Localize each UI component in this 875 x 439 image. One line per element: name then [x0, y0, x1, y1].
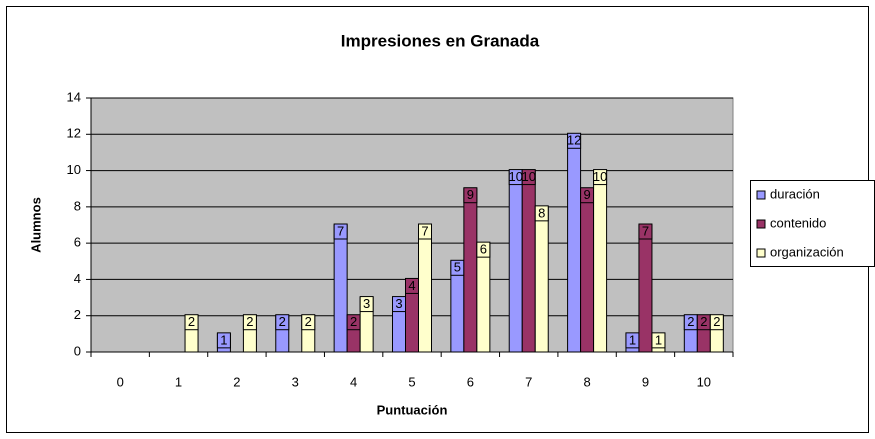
- data-label-bg: [242, 314, 257, 331]
- data-label: 2: [188, 314, 195, 329]
- data-label-bg: [463, 187, 478, 204]
- data-label-bg: [216, 332, 231, 349]
- data-label: 12: [567, 133, 581, 148]
- y-tick-label: 14: [67, 89, 81, 104]
- data-label: 6: [480, 242, 487, 257]
- bar: [534, 206, 549, 353]
- data-label: 1: [655, 332, 662, 347]
- data-label: 4: [408, 278, 415, 293]
- data-label-bg: [476, 241, 491, 258]
- legend-label: duración: [770, 186, 820, 201]
- bar: [418, 224, 432, 353]
- data-label-bg: [534, 205, 549, 222]
- bar: [463, 188, 478, 353]
- x-tick-label: 1: [175, 374, 182, 389]
- data-label: 1: [220, 332, 227, 347]
- bar: [638, 224, 653, 353]
- data-label-bg: [418, 223, 432, 240]
- y-tick-label: 2: [74, 307, 81, 322]
- y-tick-label: 6: [74, 235, 81, 250]
- data-label: 3: [363, 296, 370, 311]
- y-tick-label: 8: [74, 198, 81, 213]
- x-tick-label: 3: [292, 374, 299, 389]
- data-label: 7: [337, 223, 344, 238]
- x-tick-label: 5: [408, 374, 415, 389]
- data-label: 2: [713, 314, 720, 329]
- data-label-bg: [275, 314, 290, 331]
- data-label: 2: [350, 314, 357, 329]
- bar: [521, 170, 536, 353]
- x-tick-label: 7: [525, 374, 532, 389]
- data-label: 2: [246, 314, 253, 329]
- legend-swatch: [756, 190, 766, 200]
- legend-label: contenido: [770, 215, 826, 230]
- y-axis-title: Alumnos: [28, 197, 43, 253]
- y-tick-label: 4: [74, 271, 81, 286]
- bar: [593, 170, 608, 353]
- data-label: 2: [279, 314, 286, 329]
- data-label: 9: [583, 187, 590, 202]
- data-label-bg: [333, 223, 348, 240]
- legend-label: organización: [770, 244, 844, 259]
- bar: [567, 133, 582, 353]
- legend-swatch: [756, 219, 766, 229]
- x-axis-title: Puntuación: [377, 402, 448, 417]
- data-label-bg: [593, 169, 608, 186]
- x-tick-label: 4: [350, 374, 357, 389]
- y-tick-label: 12: [67, 126, 81, 141]
- bar: [508, 170, 523, 353]
- data-label: 2: [700, 314, 707, 329]
- data-label-bg: [651, 332, 666, 349]
- data-label: 2: [305, 314, 312, 329]
- data-label: 10: [593, 169, 607, 184]
- data-label-bg: [301, 314, 316, 331]
- data-label-bg: [359, 296, 374, 313]
- data-label-bg: [709, 314, 724, 331]
- bar: [333, 224, 348, 353]
- chart-title: Impresiones en Granada: [341, 31, 540, 50]
- data-label: 2: [687, 314, 694, 329]
- data-label-bg: [521, 169, 536, 186]
- data-label: 9: [467, 187, 474, 202]
- x-tick-label: 6: [467, 374, 474, 389]
- data-label: 10: [508, 169, 522, 184]
- data-label: 3: [395, 296, 402, 311]
- x-tick-label: 2: [233, 374, 240, 389]
- data-label-bg: [184, 314, 199, 331]
- y-tick-label: 0: [74, 343, 81, 358]
- data-label-bg: [567, 132, 582, 149]
- bar: [476, 242, 491, 353]
- y-tick-label: 10: [67, 162, 81, 177]
- data-label: 8: [538, 205, 545, 220]
- legend-box: [750, 180, 875, 267]
- bar: [580, 188, 595, 353]
- x-tick-label: 10: [697, 374, 711, 389]
- x-tick-label: 0: [117, 374, 124, 389]
- data-label: 5: [454, 260, 461, 275]
- legend-swatch: [756, 248, 766, 258]
- data-label: 7: [642, 223, 649, 238]
- data-label: 1: [629, 332, 636, 347]
- data-label: 7: [421, 223, 428, 238]
- data-label: 10: [521, 169, 535, 184]
- x-tick-label: 9: [642, 374, 649, 389]
- x-tick-label: 8: [583, 374, 590, 389]
- data-label-bg: [638, 223, 653, 240]
